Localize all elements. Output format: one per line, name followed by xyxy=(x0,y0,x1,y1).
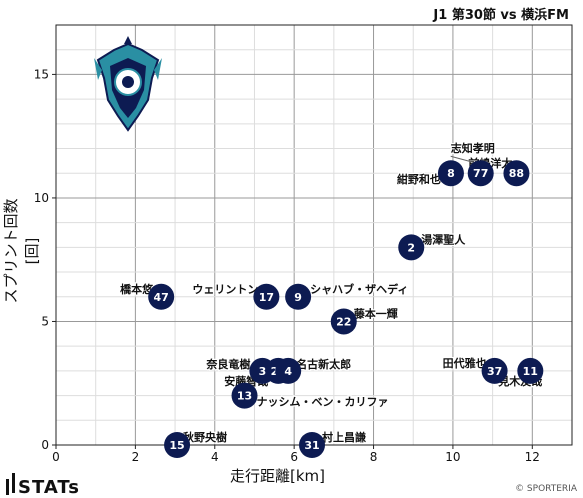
x-tick-label: 4 xyxy=(211,450,219,464)
player-number-label: 88 xyxy=(509,167,524,180)
player-marker xyxy=(164,432,191,458)
y-tick-label: 5 xyxy=(41,314,49,328)
x-tick-label: 0 xyxy=(52,450,60,464)
y-tick-label: 15 xyxy=(34,67,49,81)
player-marker xyxy=(148,283,175,310)
player-name-label: 藤本一輝 xyxy=(354,306,398,320)
player-name-label: ウェリントン xyxy=(192,283,258,296)
player-number-label: 8 xyxy=(447,167,455,180)
x-tick-label: 6 xyxy=(290,450,298,464)
player-marker xyxy=(437,160,464,187)
player-number-label: 2 xyxy=(407,241,415,254)
player-name-label: 名古新太郎 xyxy=(296,357,351,371)
player-labels: 橋本悠 ウェリントン シャハブ・ザヘディ藤本一輝湯澤聖人紺野和也志知孝明前嶋洋太田代… xyxy=(119,140,544,445)
player-number-label: 37 xyxy=(487,365,502,378)
player-name-label: 湯澤聖人 xyxy=(421,232,466,246)
player-marker xyxy=(253,283,280,310)
player-number-label: 17 xyxy=(259,291,274,304)
player-number-label: 31 xyxy=(304,439,319,452)
club-crest-logo xyxy=(94,36,162,132)
x-tick-label: 10 xyxy=(445,450,460,464)
player-name-label: 田代雅也 xyxy=(443,356,487,370)
label-leader-line xyxy=(450,155,477,164)
x-tick-label: 12 xyxy=(525,450,540,464)
player-marker xyxy=(275,357,302,384)
player-number-label: 9 xyxy=(294,291,302,304)
player-name-label: 橋本悠 xyxy=(120,282,154,296)
x-tick-label: 2 xyxy=(132,450,140,464)
player-name-label: 村上昌謙 xyxy=(322,430,366,444)
player-name-label: ナッシム・ベン・カリファ xyxy=(257,396,389,409)
player-marker xyxy=(285,283,312,310)
player-number-label: 13 xyxy=(237,390,252,403)
chart-title: J1 第30節 vs 横浜FM xyxy=(433,8,569,23)
axis-ticks: 0 2 4 6 8 10 12 0 5 10 15 xyxy=(34,67,540,464)
player-marker xyxy=(481,357,508,384)
player-name-label: シャハブ・ザヘディ xyxy=(310,282,408,296)
player-name-label: 奈良竜樹 xyxy=(205,357,250,371)
player-number-label: 22 xyxy=(336,315,351,328)
player-name-label: 秋野央樹 xyxy=(183,430,227,444)
player-number-label: 11 xyxy=(523,365,538,378)
stats-bar-icon xyxy=(6,479,9,495)
player-number-label: 47 xyxy=(154,291,169,304)
y-tick-label: 10 xyxy=(34,191,49,205)
player-marker xyxy=(231,382,258,409)
player-marker xyxy=(467,160,494,187)
player-marker xyxy=(398,234,425,261)
player-number-label: 4 xyxy=(284,365,292,378)
player-name-label: 紺野和也 xyxy=(397,172,441,186)
x-axis-label: 走行距離[km] xyxy=(230,467,326,485)
stats-brand-text: STATs xyxy=(18,477,80,498)
player-number-label: 77 xyxy=(473,167,488,180)
player-number-label: 3 xyxy=(259,365,267,378)
copyright-text: © SPORTERIA xyxy=(515,484,577,494)
player-number-label: 15 xyxy=(169,439,184,452)
x-tick-label: 8 xyxy=(370,450,378,464)
data-points: 橋本悠 ウェリントン シャハブ・ザヘディ藤本一輝湯澤聖人紺野和也志知孝明前嶋洋太田代… xyxy=(119,140,544,458)
player-marker xyxy=(503,160,530,187)
player-marker xyxy=(299,432,326,458)
player-name-label: 志知孝明 xyxy=(451,141,495,155)
y-tick-label: 0 xyxy=(41,438,49,452)
player-marker xyxy=(330,308,357,335)
stats-brand-logo: STATs xyxy=(6,473,80,498)
stats-bar-icon xyxy=(12,473,15,493)
player-markers: 471792228778837113204131531 xyxy=(148,160,544,458)
y-axis-label: スプリント回数[回] xyxy=(2,198,41,304)
player-marker xyxy=(517,357,544,384)
